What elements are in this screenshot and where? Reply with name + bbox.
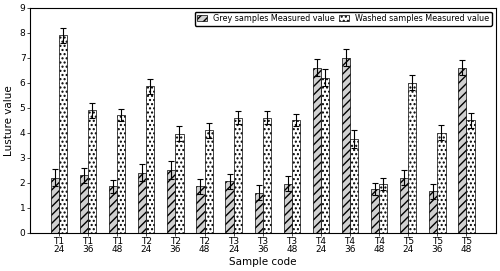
Bar [438, 133, 446, 233]
Bar [321, 78, 329, 233]
Bar [342, 58, 350, 233]
Bar [408, 83, 416, 233]
Bar [80, 175, 88, 233]
Bar [284, 184, 292, 233]
Bar [350, 139, 358, 233]
Bar [466, 120, 474, 233]
Bar [146, 86, 154, 233]
Bar [138, 173, 146, 233]
X-axis label: Sample code: Sample code [229, 257, 296, 267]
Bar [429, 191, 438, 233]
Bar [292, 120, 300, 233]
Bar [51, 178, 59, 233]
Bar [262, 118, 271, 233]
Y-axis label: Lusture value: Lusture value [4, 85, 14, 156]
Bar [226, 181, 234, 233]
Bar [117, 115, 126, 233]
Bar [204, 130, 212, 233]
Bar [379, 184, 388, 233]
Bar [176, 134, 184, 233]
Bar [371, 189, 379, 233]
Bar [168, 170, 175, 233]
Bar [59, 35, 67, 233]
Bar [313, 68, 321, 233]
Bar [458, 68, 466, 233]
Legend: Grey samples Measured value, Washed samples Measured value: Grey samples Measured value, Washed samp… [195, 12, 492, 25]
Bar [254, 193, 262, 233]
Bar [109, 186, 117, 233]
Bar [234, 118, 242, 233]
Bar [400, 178, 408, 233]
Bar [196, 186, 204, 233]
Bar [88, 110, 96, 233]
